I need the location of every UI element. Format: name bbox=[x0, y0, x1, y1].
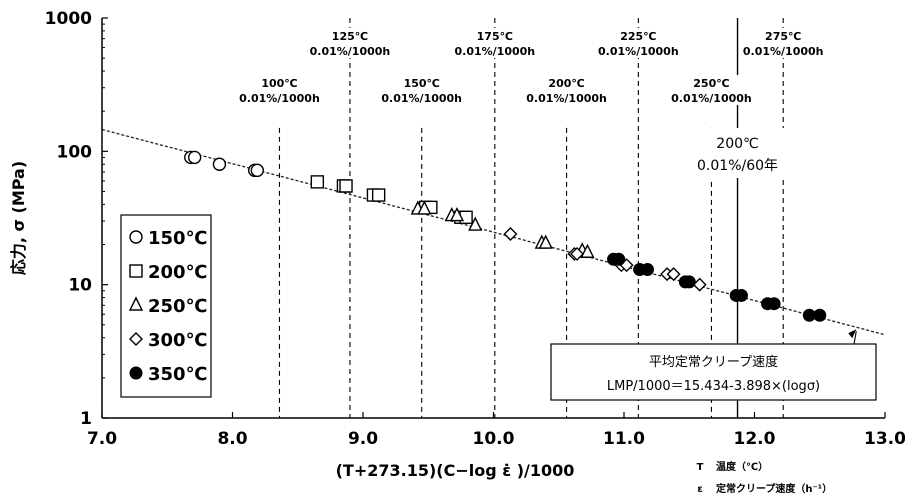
data-point bbox=[734, 288, 748, 302]
axes: 7.0 8.0 9.0 10.0 11.0 12.0 13.0 1 10 100 1000 (T+27… bbox=[9, 9, 905, 480]
data-point bbox=[250, 163, 264, 178]
footnotes: T 温度（℃） ε 定常クリープ速度（h⁻¹） bbox=[697, 460, 833, 495]
reference-label-bg bbox=[450, 28, 539, 58]
data-point bbox=[503, 226, 518, 241]
reference-label-temp: 200℃ bbox=[716, 136, 758, 152]
legend-entry: 150℃ bbox=[148, 228, 207, 249]
footnote-symbol: ε bbox=[697, 484, 703, 495]
x-tick-label: 12.0 bbox=[734, 429, 776, 449]
reference-label-bg bbox=[739, 28, 828, 58]
reference-label-rate: 0.01%/1000h bbox=[598, 45, 679, 58]
reference-label-temp: 275℃ bbox=[765, 30, 801, 43]
reference-label-temp: 225℃ bbox=[620, 30, 656, 43]
reference-label-temp: 125℃ bbox=[332, 30, 368, 43]
data-points bbox=[184, 150, 827, 322]
legend-entry: 350℃ bbox=[148, 364, 207, 385]
legend-marker bbox=[129, 332, 143, 346]
data-point bbox=[570, 246, 585, 261]
data-point bbox=[212, 157, 227, 171]
reference-label-bg bbox=[522, 75, 611, 105]
reference-label-bg bbox=[305, 28, 394, 58]
reference-label-rate: 0.01%/1000h bbox=[454, 45, 535, 58]
annotation-line1: 平均定常クリープ速度 bbox=[649, 354, 778, 370]
reference-label-rate: 0.01%/1000h bbox=[381, 92, 462, 105]
x-tick-label: 11.0 bbox=[603, 429, 645, 449]
data-point bbox=[417, 200, 432, 215]
legend-marker bbox=[129, 230, 143, 244]
data-point bbox=[666, 267, 681, 282]
data-point bbox=[813, 308, 827, 322]
legend-marker bbox=[129, 366, 143, 380]
reference-label-temp: 250℃ bbox=[693, 77, 729, 90]
y-tick-label: 1000 bbox=[45, 9, 92, 29]
reference-label-temp: 100℃ bbox=[261, 77, 297, 90]
reference-label-bg bbox=[377, 75, 466, 105]
reference-label-temp: 150℃ bbox=[404, 77, 440, 90]
data-point bbox=[580, 243, 595, 258]
reference-label-rate: 0.01%/1000h bbox=[310, 45, 391, 58]
y-tick-label: 1 bbox=[80, 409, 92, 429]
data-point bbox=[767, 297, 781, 311]
data-point bbox=[187, 150, 202, 165]
data-point bbox=[640, 262, 654, 276]
data-point bbox=[612, 252, 626, 266]
reference-label-rate: 0.01%/60年 bbox=[697, 158, 778, 174]
footnote-text: 温度（℃） bbox=[716, 460, 768, 473]
x-tick-label: 8.0 bbox=[217, 429, 247, 449]
x-tick-label: 9.0 bbox=[348, 429, 378, 449]
legend: 150℃ 200℃ 250℃ 300℃ 350℃ bbox=[120, 214, 212, 398]
legend-marker bbox=[128, 296, 144, 311]
y-tick-label: 10 bbox=[68, 276, 92, 296]
y-tick-label: 100 bbox=[57, 142, 93, 162]
annotation-pointer bbox=[853, 331, 857, 345]
x-tick-label: 7.0 bbox=[87, 429, 117, 449]
annotation-box: 平均定常クリープ速度 LMP/1000＝15.434-3.898×(logσ) bbox=[550, 329, 877, 401]
x-tick-label: 10.0 bbox=[473, 429, 515, 449]
reference-label-rate: 0.01%/1000h bbox=[239, 92, 320, 105]
data-point bbox=[449, 206, 465, 222]
reference-label-rate: 0.01%/1000h bbox=[743, 45, 824, 58]
annotation-line2: LMP/1000＝15.434-3.898×(logσ) bbox=[607, 379, 820, 394]
data-point bbox=[468, 216, 483, 231]
footnote-text: 定常クリープ速度（h⁻¹） bbox=[716, 482, 832, 495]
reference-label-temp: 200℃ bbox=[548, 77, 584, 90]
data-point bbox=[339, 179, 353, 193]
annotation-frame bbox=[550, 343, 877, 401]
footnote-symbol: T bbox=[697, 462, 704, 473]
y-axis-label: 応力, σ (MPa) bbox=[9, 161, 28, 275]
reference-label-temp: 175℃ bbox=[477, 30, 513, 43]
reference-label-rate: 0.01%/1000h bbox=[671, 92, 752, 105]
legend-marker bbox=[129, 264, 143, 278]
legend-entry: 200℃ bbox=[148, 262, 207, 283]
reference-label-rate: 0.01%/1000h bbox=[526, 92, 607, 105]
data-point bbox=[371, 188, 386, 202]
reference-label-bg bbox=[667, 75, 756, 105]
data-point bbox=[682, 275, 696, 289]
data-point bbox=[538, 234, 553, 249]
data-point bbox=[310, 175, 325, 189]
reference-label-bg bbox=[693, 128, 786, 178]
legend-entry: 250℃ bbox=[148, 296, 207, 317]
marker-labels: 100℃ 0.01%/1000h 125℃ 0.01%/1000h 150℃ 0.01%/… bbox=[235, 28, 828, 178]
reference-label-bg bbox=[235, 75, 324, 105]
legend-entry: 300℃ bbox=[148, 330, 207, 351]
x-axis-label: (T+273.15)(C−log ε̇ )/1000 bbox=[336, 461, 575, 480]
annotation-arrowhead bbox=[848, 329, 857, 339]
reference-label-bg bbox=[594, 28, 683, 58]
x-tick-label: 13.0 bbox=[864, 429, 905, 449]
